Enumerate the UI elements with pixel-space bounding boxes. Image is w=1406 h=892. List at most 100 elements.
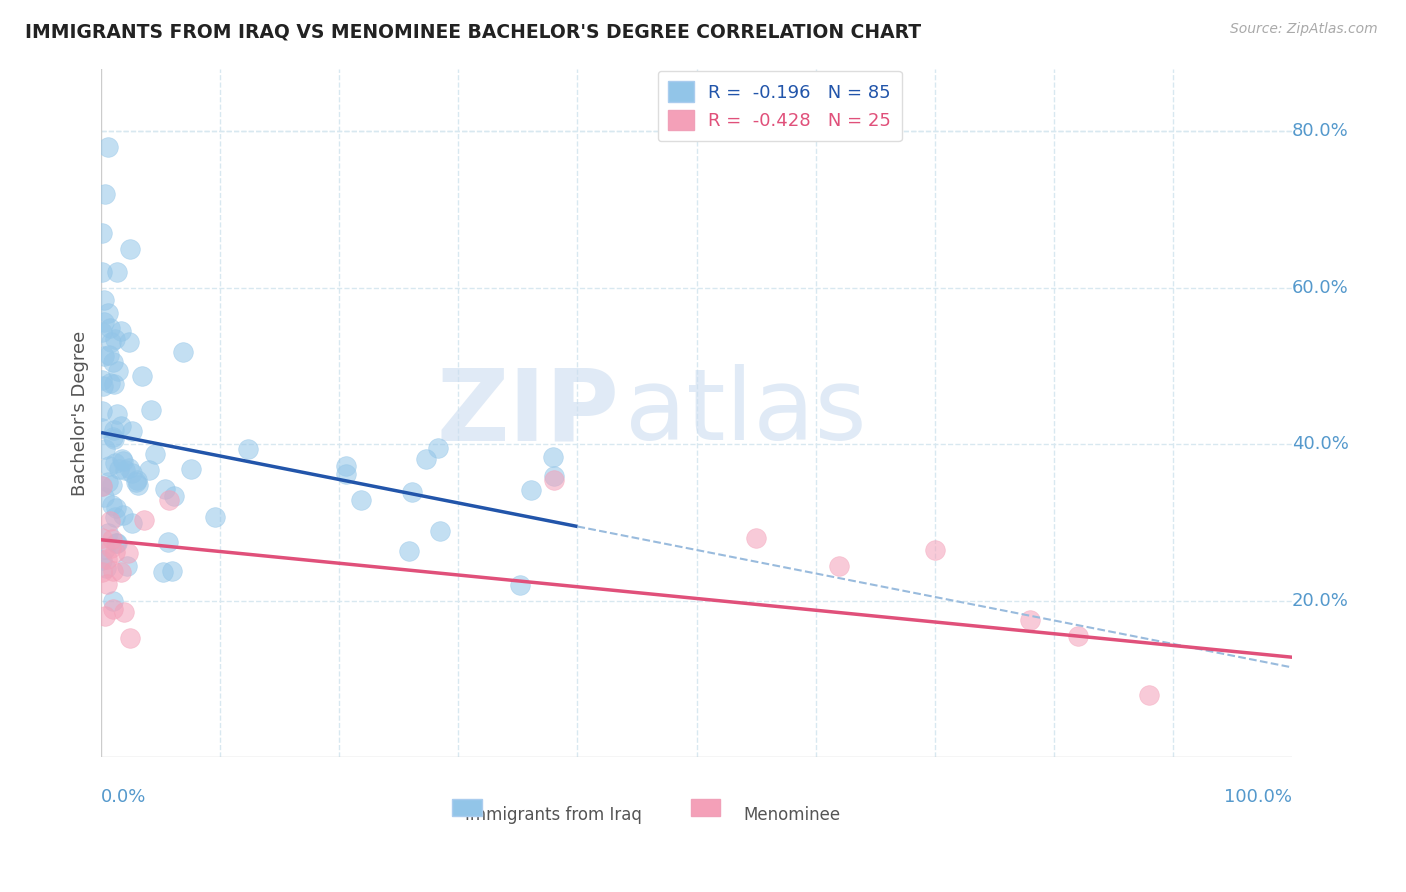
- Point: [114, 463, 136, 477]
- Text: IMMIGRANTS FROM IRAQ VS MENOMINEE BACHELOR'S DEGREE CORRELATION CHART: IMMIGRANTS FROM IRAQ VS MENOMINEE BACHEL…: [25, 22, 921, 41]
- Point: [91, 552, 114, 566]
- Text: 100.0%: 100.0%: [1225, 789, 1292, 806]
- Point: [426, 442, 449, 456]
- Point: [350, 493, 373, 508]
- Point: [152, 565, 174, 579]
- Point: [127, 473, 149, 487]
- Point: [110, 565, 132, 579]
- Point: [93, 293, 115, 307]
- Text: 20.0%: 20.0%: [1292, 591, 1348, 610]
- Y-axis label: Bachelor's Degree: Bachelor's Degree: [72, 330, 89, 496]
- Text: Immigrants from Iraq: Immigrants from Iraq: [465, 805, 643, 823]
- Point: [93, 186, 115, 201]
- Point: [91, 404, 114, 418]
- Point: [97, 348, 120, 362]
- Point: [101, 354, 124, 368]
- Point: [96, 560, 118, 574]
- Point: [121, 466, 143, 480]
- Point: [139, 403, 162, 417]
- Point: [91, 325, 114, 339]
- Point: [91, 373, 114, 387]
- Point: [103, 423, 125, 437]
- Point: [131, 369, 153, 384]
- Point: [160, 565, 183, 579]
- Point: [398, 544, 420, 558]
- Point: [101, 594, 124, 608]
- Point: [172, 345, 194, 359]
- Point: [98, 376, 121, 391]
- Point: [121, 516, 143, 531]
- Point: [112, 454, 135, 468]
- Point: [96, 577, 118, 591]
- Point: [828, 558, 851, 573]
- Point: [121, 424, 143, 438]
- FancyBboxPatch shape: [453, 798, 482, 816]
- Point: [107, 265, 129, 279]
- Text: 40.0%: 40.0%: [1292, 435, 1348, 453]
- Point: [924, 543, 946, 558]
- Point: [103, 376, 125, 391]
- Point: [138, 463, 160, 477]
- Point: [100, 335, 122, 350]
- Point: [541, 450, 564, 464]
- Point: [117, 546, 139, 560]
- Point: [91, 421, 114, 435]
- Point: [204, 509, 226, 524]
- Point: [118, 335, 141, 350]
- Point: [143, 447, 166, 461]
- Point: [101, 498, 124, 512]
- Text: 80.0%: 80.0%: [1292, 122, 1348, 140]
- Point: [91, 265, 114, 279]
- Point: [104, 332, 127, 346]
- Point: [103, 565, 125, 579]
- Point: [120, 632, 142, 646]
- Point: [162, 489, 184, 503]
- Point: [91, 531, 114, 545]
- Point: [94, 609, 117, 624]
- Point: [125, 475, 148, 489]
- Point: [401, 484, 423, 499]
- Legend: R =  -0.196   N = 85, R =  -0.428   N = 25: R = -0.196 N = 85, R = -0.428 N = 25: [658, 70, 901, 141]
- Point: [104, 545, 127, 559]
- Point: [108, 462, 131, 476]
- Point: [110, 419, 132, 434]
- Point: [429, 524, 451, 538]
- Point: [104, 500, 127, 515]
- Point: [101, 532, 124, 546]
- Point: [97, 525, 120, 540]
- Point: [91, 378, 114, 392]
- Point: [111, 452, 134, 467]
- Point: [111, 508, 134, 523]
- Point: [543, 468, 565, 483]
- Point: [91, 479, 114, 493]
- Point: [118, 242, 141, 256]
- Point: [103, 602, 125, 616]
- Point: [105, 535, 128, 549]
- Point: [1137, 688, 1160, 702]
- Point: [509, 578, 531, 592]
- Point: [107, 364, 129, 378]
- Point: [180, 462, 202, 476]
- Point: [118, 461, 141, 475]
- Point: [98, 514, 121, 528]
- Point: [335, 467, 357, 481]
- Point: [100, 541, 122, 555]
- Point: [520, 483, 543, 497]
- Point: [98, 458, 121, 473]
- Point: [236, 442, 259, 457]
- Point: [96, 552, 118, 566]
- Point: [97, 475, 120, 489]
- Point: [1066, 629, 1088, 643]
- Point: [105, 407, 128, 421]
- Point: [115, 559, 138, 574]
- Point: [103, 510, 125, 524]
- Point: [155, 483, 177, 497]
- Point: [335, 458, 357, 473]
- Point: [745, 531, 768, 545]
- Point: [98, 321, 121, 335]
- Point: [93, 315, 115, 329]
- Text: Source: ZipAtlas.com: Source: ZipAtlas.com: [1230, 22, 1378, 37]
- Point: [91, 566, 114, 580]
- Point: [1019, 614, 1042, 628]
- Point: [101, 477, 124, 491]
